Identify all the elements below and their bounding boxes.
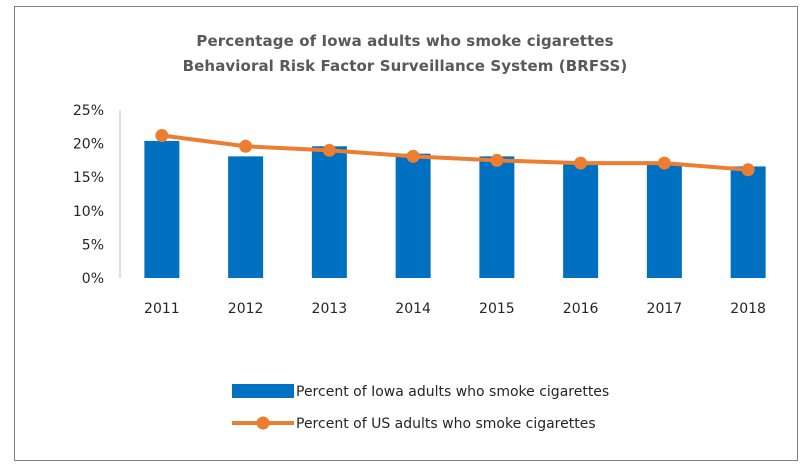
chart-title: Percentage of Iowa adults who smoke ciga… xyxy=(196,32,614,50)
legend-swatch-us-marker xyxy=(256,416,270,430)
x-tick-label: 2012 xyxy=(228,301,264,317)
bar-iowa-2014 xyxy=(395,153,431,278)
bar-iowa-2011 xyxy=(144,140,180,278)
x-tick-label: 2015 xyxy=(479,301,515,317)
point-us-2017 xyxy=(657,156,671,170)
bar-iowa-2012 xyxy=(228,156,264,278)
y-tick-label: 0% xyxy=(82,271,104,287)
bar-iowa-2018 xyxy=(730,166,766,278)
legend-label-iowa: Percent of Iowa adults who smoke cigaret… xyxy=(296,384,609,400)
y-tick-label: 25% xyxy=(73,103,104,119)
point-us-2016 xyxy=(574,156,588,170)
bar-iowa-2017 xyxy=(646,163,682,278)
legend-swatch-iowa xyxy=(232,384,294,398)
bar-iowa-2016 xyxy=(563,163,599,278)
point-us-2015 xyxy=(490,153,504,167)
point-us-2013 xyxy=(322,143,336,157)
y-tick-label: 10% xyxy=(73,204,104,220)
legend-label-us: Percent of US adults who smoke cigarette… xyxy=(296,416,596,432)
point-us-2011 xyxy=(155,129,169,143)
bar-iowa-2015 xyxy=(479,156,515,278)
x-tick-label: 2014 xyxy=(395,301,431,317)
y-tick-label: 5% xyxy=(82,237,104,253)
x-tick-label: 2017 xyxy=(647,301,683,317)
x-tick-label: 2018 xyxy=(730,301,766,317)
point-us-2014 xyxy=(406,149,420,163)
bar-iowa-2013 xyxy=(311,146,347,278)
chart-subtitle: Behavioral Risk Factor Surveillance Syst… xyxy=(182,57,628,75)
y-tick-label: 15% xyxy=(73,170,104,186)
y-tick-label: 20% xyxy=(73,137,104,153)
point-us-2018 xyxy=(741,163,755,177)
x-tick-label: 2016 xyxy=(563,301,599,317)
point-us-2012 xyxy=(239,139,253,153)
line-us xyxy=(161,133,749,172)
x-tick-label: 2011 xyxy=(144,301,180,317)
x-tick-label: 2013 xyxy=(312,301,348,317)
